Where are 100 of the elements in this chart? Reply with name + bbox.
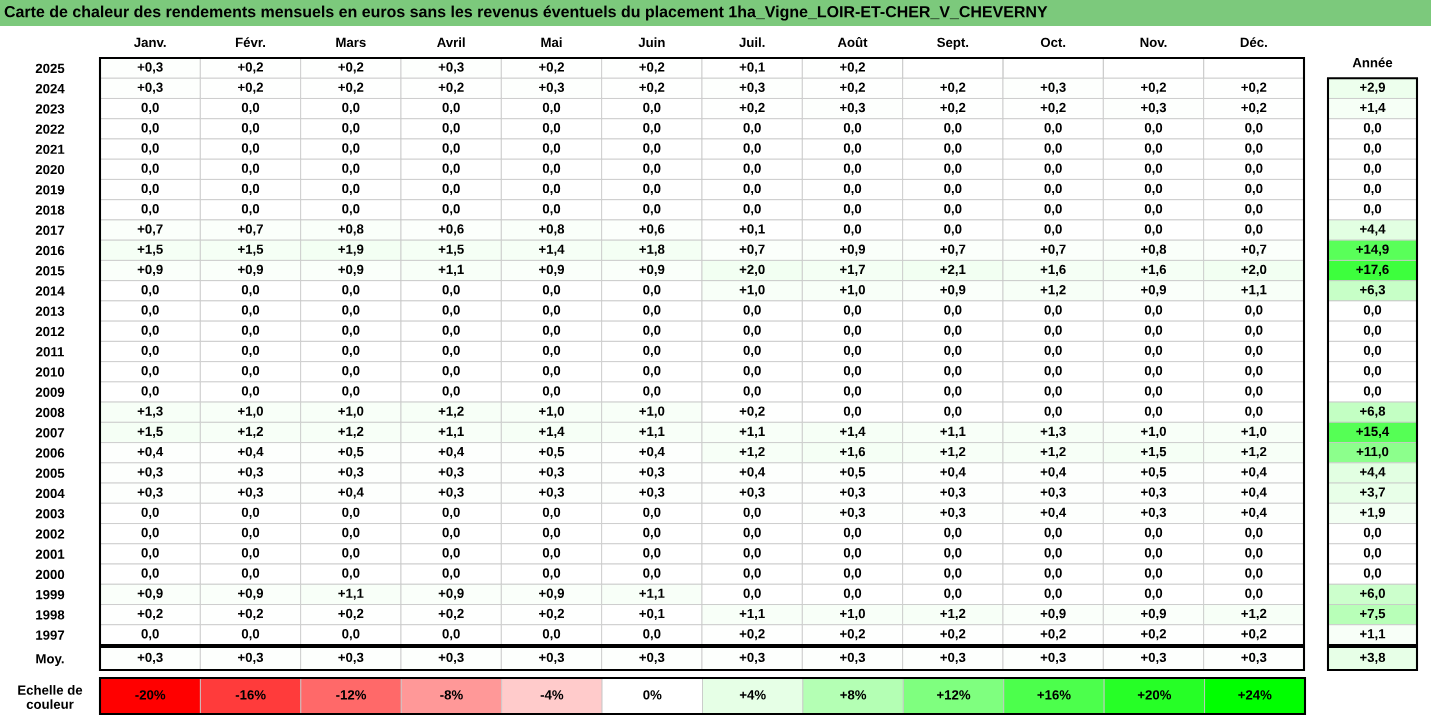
data-label: +0,3 — [940, 487, 966, 499]
data-label: +0,3 — [137, 487, 163, 499]
data-label: 0,0 — [743, 204, 761, 216]
data-label: +0,3 — [438, 652, 464, 664]
data-label: +0,2 — [739, 406, 765, 418]
data-label: 0,0 — [643, 305, 661, 317]
data-label: 0,0 — [743, 325, 761, 337]
data-label: 0,0 — [542, 568, 561, 580]
data-label: 0,0 — [1044, 568, 1062, 580]
data-label: 0,0 — [1245, 224, 1263, 236]
data-label: 0,0 — [1044, 224, 1062, 236]
data-label: 0,0 — [241, 305, 260, 317]
data-label: 0,0 — [342, 204, 360, 216]
data-label: 0,0 — [442, 305, 460, 317]
data-label: 0,0 — [141, 568, 159, 580]
data-label: -20% — [135, 690, 166, 700]
data-label: +6,0 — [1360, 588, 1385, 600]
data-label: 0,0 — [442, 629, 460, 641]
data-label: 0,0 — [643, 527, 661, 540]
data-label: +0,9 — [840, 244, 866, 256]
data-label: +2,9 — [1360, 82, 1386, 94]
data-label: 0,0 — [643, 386, 661, 398]
data-label: 0,0 — [643, 163, 661, 175]
data-label: 0,0 — [743, 123, 761, 135]
data-label: 0,0 — [843, 183, 862, 196]
data-label: +1,5 — [137, 244, 163, 256]
data-label: 0,0 — [1363, 365, 1382, 378]
data-label: 0,0 — [542, 386, 561, 398]
data-label: +14,9 — [1356, 244, 1389, 256]
data-label: +4,4 — [1360, 467, 1386, 479]
data-label: +0,3 — [840, 487, 866, 499]
data-label: 0,0 — [743, 365, 761, 378]
data-label: 0,0 — [843, 325, 862, 337]
data-label: +1,1 — [639, 588, 665, 600]
data-label: 0,0 — [241, 123, 260, 135]
data-label: +1,5 — [1141, 447, 1167, 459]
y-tick-label: 2008 — [35, 407, 65, 418]
data-label: +1,4 — [1360, 102, 1386, 115]
data-label: 0,0 — [643, 568, 661, 580]
data-label: +0,3 — [137, 652, 163, 664]
data-label: +0,2 — [338, 82, 364, 94]
data-label: 0,0 — [843, 143, 862, 155]
data-label: 0,0 — [1044, 365, 1062, 378]
data-label: +1,8 — [639, 244, 665, 256]
data-label: 0,0 — [1245, 204, 1263, 216]
y-tick-label: 2013 — [35, 306, 65, 316]
data-label: +0,5 — [539, 446, 565, 459]
data-label: 0,0 — [1363, 305, 1382, 317]
x-tick-label: Oct. — [1040, 37, 1066, 48]
data-label: +0,6 — [438, 224, 464, 236]
data-label: +0,4 — [739, 467, 766, 479]
data-label: +0,2 — [238, 82, 263, 94]
data-label: 0,0 — [1363, 183, 1382, 196]
data-label: 0,0 — [1363, 123, 1382, 135]
data-label: +1,0 — [1141, 426, 1166, 438]
data-label: 0,0 — [241, 386, 260, 398]
data-label: +1,6 — [1141, 264, 1167, 276]
data-label: 0,0 — [141, 548, 159, 560]
data-label: 0,0 — [1044, 548, 1062, 560]
data-label: 0,0 — [1044, 527, 1062, 540]
data-label: +1,2 — [739, 446, 765, 459]
data-label: 0,0 — [1044, 163, 1062, 175]
data-label: +0,2 — [338, 62, 364, 74]
data-label: +0,2 — [840, 82, 865, 94]
data-label: 0,0 — [1144, 386, 1163, 398]
data-label: +1,2 — [1241, 446, 1267, 459]
data-label: 0,0 — [342, 345, 360, 357]
data-label: +24% — [1238, 690, 1272, 700]
data-label: +0,2 — [539, 62, 564, 74]
x-tick-label: Juil. — [739, 37, 765, 48]
data-label: 0,0 — [1144, 143, 1163, 155]
data-label: +0,7 — [1241, 244, 1267, 256]
data-label: 0,0 — [643, 183, 661, 196]
data-label: 0,0 — [141, 284, 159, 297]
y-tick-label: 2000 — [35, 569, 65, 580]
data-label: +0,3 — [1141, 652, 1167, 664]
data-label: 0,0 — [542, 284, 561, 297]
data-label: +0,3 — [539, 467, 565, 479]
y-tick-label: 2017 — [35, 225, 65, 235]
data-label: 0,0 — [241, 345, 260, 357]
data-label: +0,4 — [438, 446, 465, 459]
y-tick-label: Echelle de couleur — [18, 685, 83, 709]
x-tick-label: Déc. — [1240, 37, 1267, 48]
data-label: 0,0 — [442, 102, 460, 115]
data-label: +0,7 — [940, 244, 966, 256]
data-label: 0,0 — [342, 123, 360, 135]
data-label: 0,0 — [1245, 325, 1263, 337]
data-label: +1,2 — [338, 426, 364, 438]
data-label: +1,6 — [1040, 264, 1066, 276]
y-tick-label: 2024 — [35, 83, 65, 94]
data-label: 0,0 — [944, 527, 962, 540]
data-label: 0,0 — [643, 507, 661, 519]
data-label: 0,0 — [241, 143, 260, 155]
data-label: 0,0 — [1144, 588, 1163, 600]
data-label: 0,0 — [1044, 325, 1062, 337]
data-label: 0,0 — [1245, 163, 1263, 175]
data-label: 0,0 — [1144, 305, 1163, 317]
data-label: +0,3 — [238, 487, 264, 499]
data-label: 0,0 — [1245, 123, 1263, 135]
data-label: +0,5 — [840, 467, 866, 479]
